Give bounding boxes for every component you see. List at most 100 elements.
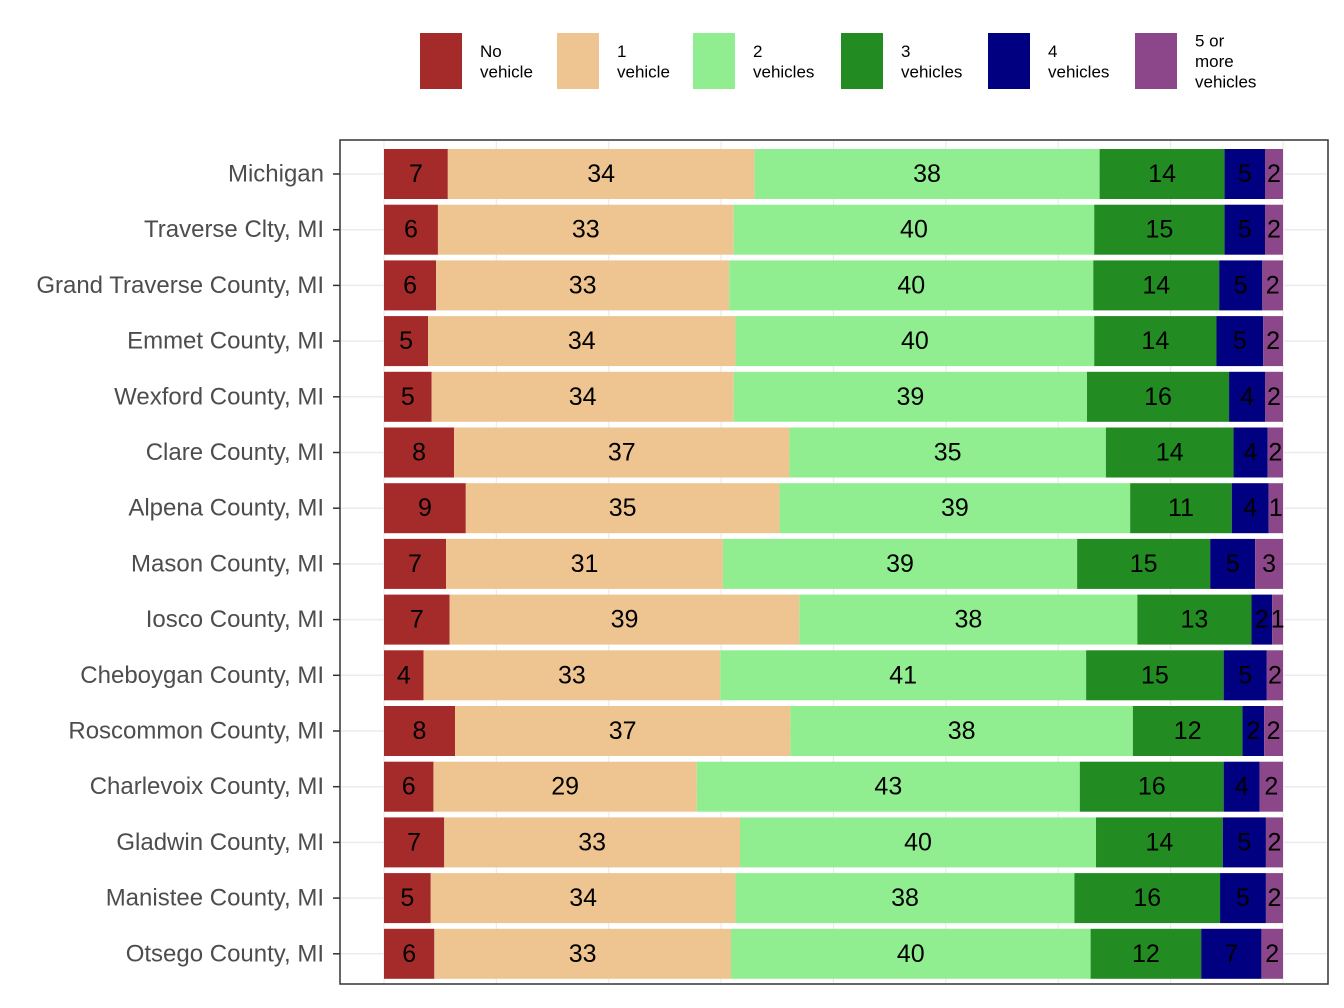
bar-michigan-3-vehicles [1099, 149, 1225, 199]
bar-charlevoix-county-3-vehicles [1079, 761, 1224, 812]
value-label-mason-county-2-vehicles: 39 [886, 550, 914, 578]
value-label-cheboygan-county-3-vehicles: 15 [1141, 661, 1169, 689]
bar-otsego-county-1-vehicle [434, 928, 732, 979]
value-label-manistee-county-5-or-more-vehicles: 2 [1268, 884, 1282, 912]
bar-iosco-county-no-vehicle [384, 594, 450, 645]
bar-alpena-county-4-vehicles [1231, 483, 1269, 534]
category-label-michigan: Michigan [228, 161, 324, 188]
bar-traverse-clty-no-vehicle [384, 204, 438, 255]
value-label-charlevoix-county-5-or-more-vehicles: 2 [1264, 773, 1278, 801]
value-label-michigan-1-vehicle: 34 [587, 160, 615, 188]
value-label-iosco-county-1-vehicle: 39 [611, 606, 639, 634]
bar-traverse-clty-2-vehicles [733, 204, 1095, 255]
bar-grand-traverse-county-3-vehicles [1093, 260, 1220, 311]
value-label-traverse-clty-1-vehicle: 33 [572, 216, 600, 244]
value-label-cheboygan-county-2-vehicles: 41 [889, 661, 917, 689]
legend-swatch-4-vehicles [988, 33, 1030, 89]
category-label-manistee-county: Manistee County, MI [106, 885, 324, 912]
legend-swatch-1-vehicle [557, 33, 599, 89]
bar-mason-county-5-or-more-vehicles [1255, 538, 1283, 589]
legend-label-3-vehicles: 3 vehicles [901, 41, 962, 81]
bar-michigan-4-vehicles [1224, 149, 1266, 199]
value-label-gladwin-county-5-or-more-vehicles: 2 [1268, 828, 1282, 856]
panel-border [339, 139, 1329, 985]
bar-michigan-1-vehicle [447, 149, 755, 199]
value-label-otsego-county-2-vehicles: 40 [897, 940, 925, 968]
bar-clare-county-5-or-more-vehicles [1267, 427, 1283, 478]
value-label-otsego-county-3-vehicles: 12 [1132, 940, 1160, 968]
value-label-wexford-county-5-or-more-vehicles: 2 [1267, 383, 1281, 411]
value-label-michigan-no-vehicle: 7 [409, 160, 423, 188]
bar-mason-county-4-vehicles [1210, 538, 1256, 589]
bar-mason-county-2-vehicles [722, 538, 1078, 589]
bar-traverse-clty-4-vehicles [1224, 204, 1266, 255]
value-label-gladwin-county-2-vehicles: 40 [904, 828, 932, 856]
category-label-wexford-county: Wexford County, MI [114, 383, 324, 410]
value-label-alpena-county-4-vehicles: 4 [1243, 494, 1257, 522]
bar-mason-county-1-vehicle [446, 538, 723, 589]
bar-manistee-county-4-vehicles [1220, 873, 1266, 924]
value-labels: 7 34 38 14 5 26 33 40 15 5 26 33 40 14 5 25 34 40 14 5 25 34 3… [397, 160, 1285, 968]
category-label-traverse-clty: Traverse Clty, MI [144, 216, 324, 243]
legend-label-2-vehicles: 2 vehicles [753, 41, 814, 81]
bar-manistee-county-no-vehicle [384, 873, 431, 924]
bar-manistee-county-2-vehicles [735, 873, 1075, 924]
value-label-otsego-county-4-vehicles: 7 [1224, 940, 1238, 968]
category-label-emmet-county: Emmet County, MI [127, 328, 324, 355]
value-label-roscommon-county-no-vehicle: 8 [413, 717, 427, 745]
value-label-charlevoix-county-2-vehicles: 43 [874, 773, 902, 801]
bar-gladwin-county-2-vehicles [740, 817, 1097, 868]
bar-otsego-county-no-vehicle [384, 928, 435, 979]
value-label-grand-traverse-county-4-vehicles: 5 [1234, 271, 1248, 299]
bar-mason-county-3-vehicles [1077, 538, 1211, 589]
legend-swatch-2-vehicles [693, 33, 735, 89]
value-label-mason-county-1-vehicle: 31 [571, 550, 599, 578]
value-label-michigan-2-vehicles: 38 [913, 160, 941, 188]
bar-iosco-county-3-vehicles [1137, 594, 1252, 645]
bar-manistee-county-5-or-more-vehicles [1265, 873, 1283, 924]
bar-wexford-county-3-vehicles [1087, 371, 1230, 422]
bar-gladwin-county-5-or-more-vehicles [1265, 817, 1283, 868]
bar-cheboygan-county-3-vehicles [1086, 650, 1224, 701]
category-label-roscommon-county: Roscommon County, MI [68, 718, 324, 745]
value-label-clare-county-1-vehicle: 37 [608, 439, 636, 467]
value-label-clare-county-5-or-more-vehicles: 2 [1268, 439, 1282, 467]
legend-label-5-or-more-vehicles: 5 or more vehicles [1195, 31, 1256, 91]
value-label-roscommon-county-1-vehicle: 37 [609, 717, 637, 745]
value-label-roscommon-county-4-vehicles: 2 [1246, 717, 1260, 745]
bar-gladwin-county-4-vehicles [1222, 817, 1266, 868]
value-label-emmet-county-5-or-more-vehicles: 2 [1266, 327, 1280, 355]
bar-cheboygan-county-4-vehicles [1223, 650, 1267, 701]
value-label-iosco-county-5-or-more-vehicles: 1 [1271, 606, 1285, 634]
value-label-cheboygan-county-1-vehicle: 33 [558, 661, 586, 689]
value-label-manistee-county-3-vehicles: 16 [1133, 884, 1161, 912]
value-label-wexford-county-no-vehicle: 5 [401, 383, 415, 411]
bar-cheboygan-county-no-vehicle [384, 650, 424, 701]
bar-otsego-county-4-vehicles [1201, 928, 1262, 979]
bar-alpena-county-3-vehicles [1130, 483, 1232, 534]
bar-otsego-county-2-vehicles [731, 928, 1091, 979]
value-label-clare-county-3-vehicles: 14 [1156, 439, 1184, 467]
value-label-michigan-5-or-more-vehicles: 2 [1267, 160, 1281, 188]
bar-cheboygan-county-1-vehicle [423, 650, 721, 701]
value-label-emmet-county-no-vehicle: 5 [399, 327, 413, 355]
value-label-grand-traverse-county-no-vehicle: 6 [403, 271, 417, 299]
value-label-wexford-county-1-vehicle: 34 [569, 383, 597, 411]
value-label-mason-county-5-or-more-vehicles: 3 [1262, 550, 1276, 578]
bar-clare-county-no-vehicle [384, 427, 455, 478]
bar-cheboygan-county-5-or-more-vehicles [1266, 650, 1283, 701]
value-label-clare-county-4-vehicles: 4 [1244, 439, 1258, 467]
category-label-gladwin-county: Gladwin County, MI [116, 829, 324, 856]
bar-roscommon-county-3-vehicles [1132, 706, 1243, 756]
value-label-iosco-county-3-vehicles: 13 [1181, 606, 1209, 634]
bar-charlevoix-county-2-vehicles [696, 761, 1080, 812]
category-label-grand-traverse-county: Grand Traverse County, MI [36, 272, 324, 299]
value-label-wexford-county-2-vehicles: 39 [896, 383, 924, 411]
bar-iosco-county-4-vehicles [1251, 594, 1273, 645]
value-label-emmet-county-2-vehicles: 40 [901, 327, 929, 355]
value-label-otsego-county-no-vehicle: 6 [402, 940, 416, 968]
bar-traverse-clty-1-vehicle [437, 204, 734, 255]
value-label-manistee-county-1-vehicle: 34 [569, 884, 597, 912]
bar-emmet-county-2-vehicles [735, 316, 1095, 367]
